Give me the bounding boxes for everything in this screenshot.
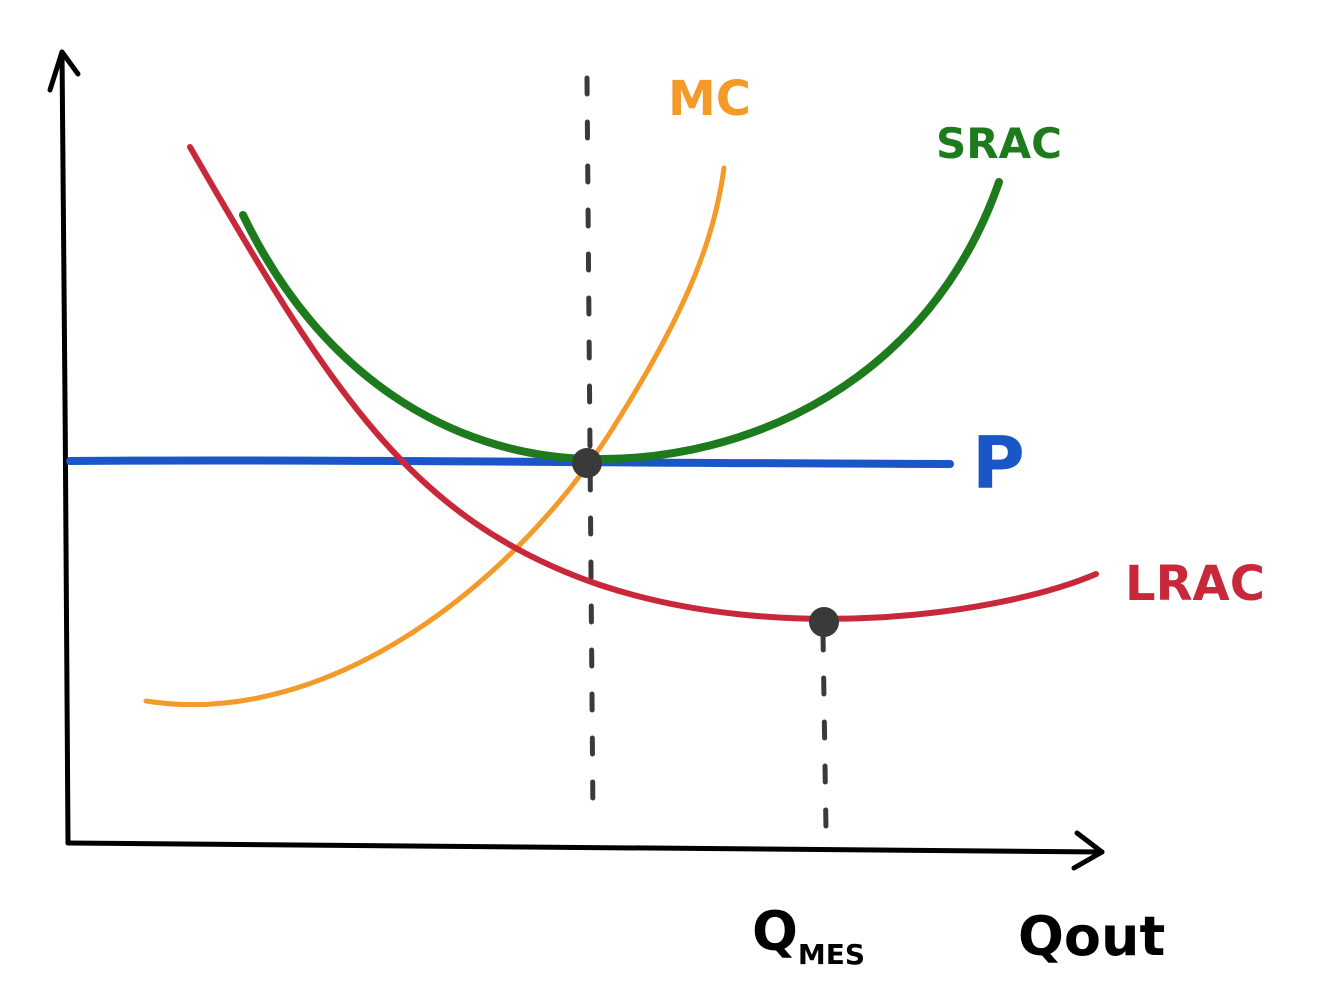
mes-dashed-line [820,631,829,833]
price-label: P [972,421,1025,505]
mc-label: MC [668,71,751,127]
x-axis [65,840,1105,855]
q-mes-subscript: MES [798,938,865,971]
price-line [66,456,954,468]
srac-label: SRAC [936,119,1062,168]
q-mes-main: Q [752,900,798,963]
efficient-scale-point [572,448,602,478]
x-axis-arrowhead [1071,830,1105,871]
axes [47,49,1105,871]
mc-curve [143,165,727,708]
q-mes-label: QMES [752,900,865,971]
q-out-label: Qout [1018,905,1165,968]
mes-point [809,607,839,637]
guide-lines [584,75,829,833]
efficient-output-dashed-line [584,75,596,823]
y-axis [59,49,71,846]
lrac-label: LRAC [1125,556,1265,612]
y-axis-arrowhead [47,49,81,93]
lrac-curve [187,144,1099,622]
